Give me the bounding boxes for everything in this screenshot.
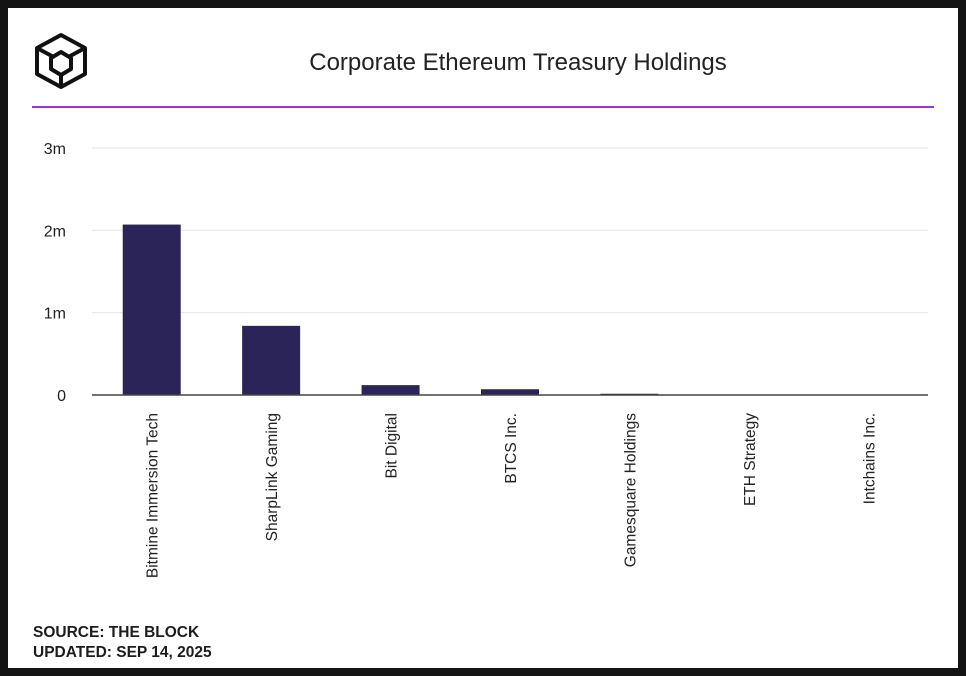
x-tick-label: Bitmine Immersion Tech [145, 413, 162, 578]
y-tick-label: 1m [44, 306, 66, 323]
bar-chart: 0 1m 2m 3m Bitmine Immersion Tech SharpLink G… [44, 141, 928, 578]
x-tick-label: ETH Strategy [742, 413, 759, 506]
bar [242, 325, 301, 395]
x-tick-label: BTCS Inc. [503, 413, 520, 484]
y-tick-label: 3m [44, 141, 66, 158]
chart-card: Corporate Ethereum Treasury Holdings 0 1m… [8, 8, 958, 668]
the-block-cube-logo-icon [35, 33, 87, 89]
x-tick-label: Gamesquare Holdings [622, 413, 639, 567]
bar [481, 389, 539, 395]
bar [361, 385, 420, 395]
x-tick-label: SharpLink Gaming [264, 413, 281, 541]
updated-note: UPDATED: SEP 14, 2025 [33, 644, 212, 661]
y-tick-label: 2m [44, 223, 66, 240]
x-tick-label: Intchains Inc. [861, 413, 878, 504]
chart-title: Corporate Ethereum Treasury Holdings [309, 49, 727, 76]
source-note: SOURCE: THE BLOCK [33, 624, 200, 641]
header-divider [32, 106, 934, 108]
x-tick-label: Bit Digital [384, 413, 401, 478]
y-tick-label: 0 [57, 388, 66, 405]
bar [122, 224, 181, 395]
chart-footer: SOURCE: THE BLOCK UPDATED: SEP 14, 2025 [33, 623, 212, 663]
